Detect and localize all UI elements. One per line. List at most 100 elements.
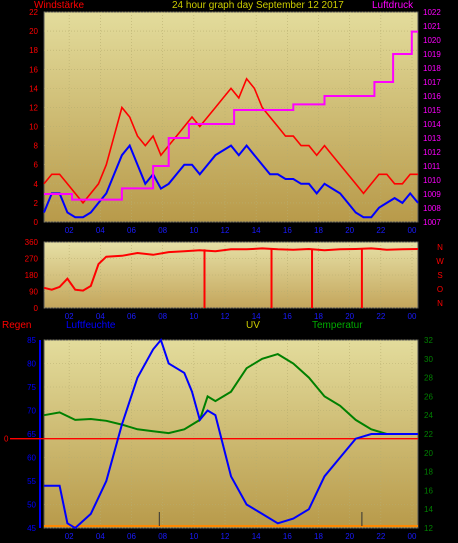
wind-axis-title: Windstärke xyxy=(34,0,85,11)
humidity-axis-title: Luftfeuchte xyxy=(66,320,116,331)
x-tick-label: 16 xyxy=(283,226,292,235)
uv-axis-title: UV xyxy=(246,320,260,331)
temperature-axis-title: Temperatur xyxy=(312,320,363,331)
humidity-tick-label: 80 xyxy=(27,360,36,369)
temperature-tick-label: 12 xyxy=(424,524,433,533)
wind-tick-label: 14 xyxy=(29,84,38,93)
pressure-tick-label: 1012 xyxy=(423,148,441,157)
x-tick-label: 12 xyxy=(221,312,230,321)
pressure-tick-label: 1009 xyxy=(423,190,441,199)
compass-label: O xyxy=(437,285,443,294)
x-tick-label: 14 xyxy=(252,532,261,541)
x-tick-label: 18 xyxy=(314,532,323,541)
pressure-tick-label: 1011 xyxy=(423,162,441,171)
graph-title: 24 hour graph day September 12 2017 xyxy=(172,0,344,11)
humidity-tick-label: 55 xyxy=(27,477,36,486)
x-tick-label: 18 xyxy=(314,312,323,321)
humidity-tick-label: 85 xyxy=(27,336,36,345)
wind-tick-label: 22 xyxy=(29,8,38,17)
x-tick-label: 08 xyxy=(158,312,167,321)
direction-tick-label: 90 xyxy=(29,288,38,297)
x-tick-label: 20 xyxy=(345,312,354,321)
temperature-tick-label: 16 xyxy=(424,486,433,495)
wind-tick-label: 6 xyxy=(34,161,39,170)
x-tick-label: 22 xyxy=(376,226,385,235)
wind-tick-label: 10 xyxy=(29,123,38,132)
humidity-tick-label: 70 xyxy=(27,407,36,416)
x-tick-label: 16 xyxy=(283,312,292,321)
pressure-tick-label: 1015 xyxy=(423,106,441,115)
x-tick-label: 14 xyxy=(252,226,261,235)
x-tick-label: 12 xyxy=(221,532,230,541)
wind-tick-label: 2 xyxy=(34,199,39,208)
uv-zero-label: 0 xyxy=(4,435,9,444)
pressure-tick-label: 1016 xyxy=(423,92,441,101)
x-tick-label: 18 xyxy=(314,226,323,235)
x-tick-label: 02 xyxy=(65,226,74,235)
direction-series-line xyxy=(43,247,419,292)
x-tick-label: 14 xyxy=(252,312,261,321)
x-tick-label: 04 xyxy=(96,532,105,541)
x-tick-label: 08 xyxy=(158,226,167,235)
compass-label: W xyxy=(436,257,444,266)
wind-tick-label: 0 xyxy=(34,218,39,227)
pressure-tick-label: 1013 xyxy=(423,134,441,143)
temperature-tick-label: 26 xyxy=(424,392,433,401)
humidity-tick-label: 60 xyxy=(27,454,36,463)
x-tick-label: 06 xyxy=(127,312,136,321)
wind-tick-label: 18 xyxy=(29,46,38,55)
humidity-tick-label: 75 xyxy=(27,383,36,392)
temperature-tick-label: 28 xyxy=(424,374,433,383)
x-tick-label: 04 xyxy=(96,312,105,321)
x-tick-label: 04 xyxy=(96,226,105,235)
direction-tick-label: 0 xyxy=(34,304,39,313)
x-tick-label: 12 xyxy=(221,226,230,235)
temperature-series-line xyxy=(43,353,418,435)
x-tick-label: 02 xyxy=(65,532,74,541)
compass-label: N xyxy=(437,299,443,308)
plot-area xyxy=(43,11,419,223)
x-tick-label: 00 xyxy=(408,532,417,541)
direction-tick-label: 360 xyxy=(25,238,39,247)
pressure-series-line xyxy=(44,30,418,201)
compass-label: S xyxy=(437,271,442,280)
wind-tick-label: 12 xyxy=(29,103,38,112)
x-tick-label: 02 xyxy=(65,312,74,321)
pressure-tick-label: 1017 xyxy=(423,78,441,87)
humidity-tick-label: 45 xyxy=(27,524,36,533)
temperature-tick-label: 14 xyxy=(424,505,433,514)
x-tick-label: 16 xyxy=(283,532,292,541)
humidity-tick-label: 50 xyxy=(27,501,36,510)
pressure-axis-title: Luftdruck xyxy=(372,0,414,11)
pressure-tick-label: 1019 xyxy=(423,50,441,59)
wind-tick-label: 16 xyxy=(29,65,38,74)
humidity-series-line xyxy=(44,337,418,530)
pressure-tick-label: 1014 xyxy=(423,120,441,129)
x-tick-label: 00 xyxy=(408,226,417,235)
x-tick-label: 20 xyxy=(345,532,354,541)
rain-axis-title: Regen xyxy=(2,320,32,331)
pressure-tick-label: 1021 xyxy=(423,22,441,31)
direction-tick-label: 180 xyxy=(25,271,39,280)
x-tick-label: 22 xyxy=(376,532,385,541)
compass-label: N xyxy=(437,243,443,252)
temperature-tick-label: 18 xyxy=(424,468,433,477)
x-tick-label: 06 xyxy=(127,226,136,235)
x-tick-label: 10 xyxy=(189,226,198,235)
x-tick-label: 10 xyxy=(189,312,198,321)
pressure-tick-label: 1020 xyxy=(423,36,441,45)
x-tick-label: 06 xyxy=(127,532,136,541)
pressure-tick-label: 1007 xyxy=(423,218,441,227)
gust-series-line xyxy=(43,143,419,219)
x-tick-label: 20 xyxy=(345,226,354,235)
pressure-tick-label: 1010 xyxy=(423,176,441,185)
wind-tick-label: 20 xyxy=(29,27,38,36)
x-tick-label: 00 xyxy=(408,312,417,321)
temperature-tick-label: 24 xyxy=(424,411,433,420)
x-tick-label: 10 xyxy=(189,532,198,541)
pressure-tick-label: 1022 xyxy=(423,8,441,17)
wind-tick-label: 4 xyxy=(34,180,39,189)
pressure-tick-label: 1008 xyxy=(423,204,441,213)
